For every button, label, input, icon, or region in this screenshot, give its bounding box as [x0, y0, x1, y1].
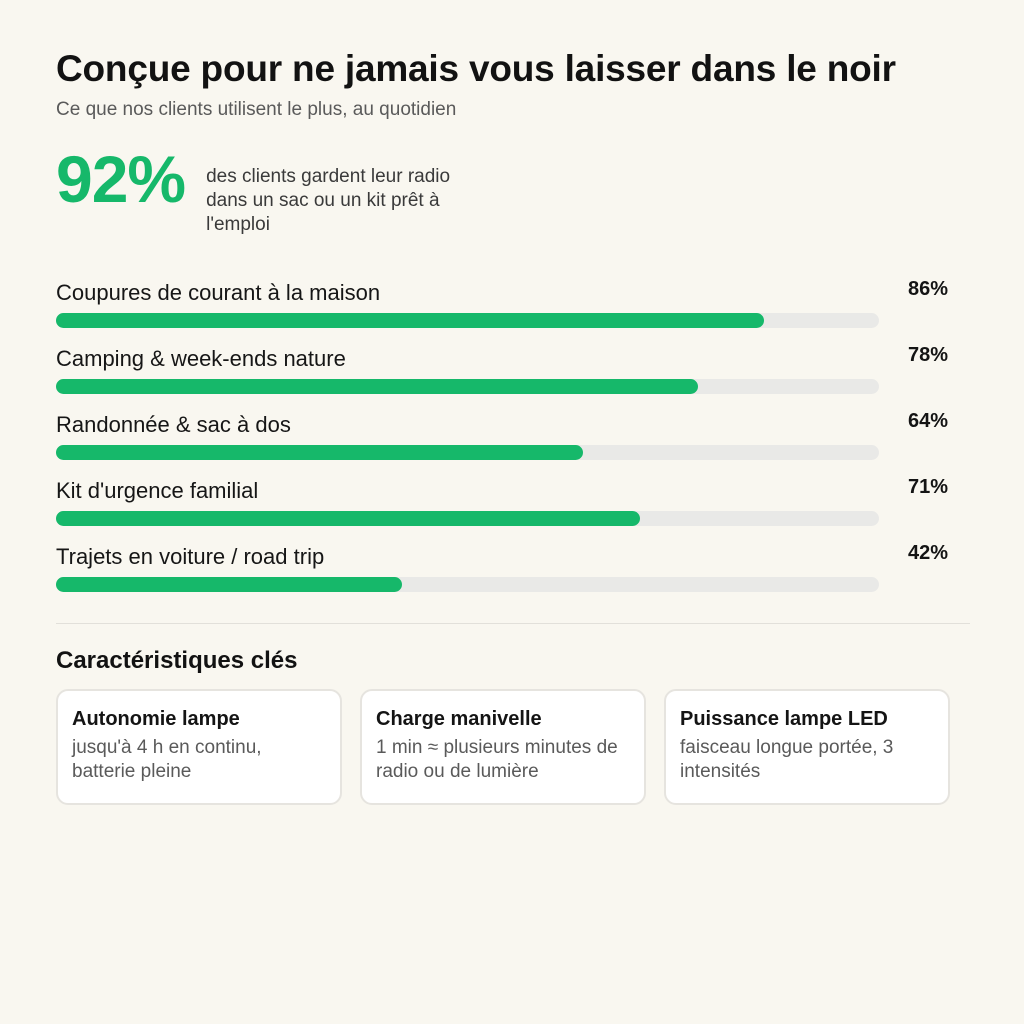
bar-track	[56, 379, 879, 394]
feature-card-text: faisceau longue portée, 3 intensités	[680, 737, 894, 782]
bar-row: Randonnée & sac à dos 64%	[56, 410, 970, 477]
bar-track	[56, 445, 879, 460]
bar	[56, 445, 583, 460]
feature-card-title: Puissance lampe LED	[680, 708, 888, 730]
page-subtitle: Ce que nos clients utilisent le plus, au…	[56, 99, 457, 120]
feature-card: Charge manivelle 1 min ≈ plusieurs minut…	[360, 689, 646, 805]
bar-category-label: Coupures de courant à la maison	[56, 280, 381, 305]
usage-bar-chart: Coupures de courant à la maison 86% Campin…	[56, 278, 970, 609]
feature-card-title: Charge manivelle	[376, 708, 542, 730]
headline-stat-block: 92% des clients gardent leur radio dans …	[56, 142, 970, 258]
bar-category-label: Randonnée & sac à dos	[56, 412, 291, 437]
features-section-title: Caractéristiques clés	[56, 647, 298, 674]
bar-row: Camping & week-ends nature 78%	[56, 344, 970, 411]
feature-card: Puissance lampe LED faisceau longue port…	[664, 689, 950, 805]
feature-card-text: jusqu'à 4 h en continu, batterie pleine	[72, 737, 262, 782]
bar-category-label: Camping & week-ends nature	[56, 346, 346, 371]
feature-card: Autonomie lampe jusqu'à 4 h en continu, …	[56, 689, 342, 805]
feature-card-title: Autonomie lampe	[72, 708, 240, 730]
bar-value-label: 71%	[908, 476, 949, 498]
bar-value-label: 78%	[908, 344, 949, 366]
bar-category-label: Kit d'urgence familial	[56, 478, 259, 503]
bar-row: Coupures de courant à la maison 86%	[56, 278, 970, 345]
bar	[56, 379, 698, 394]
page-title: Conçue pour ne jamais vous laisser dans …	[56, 48, 896, 89]
feature-cards: Autonomie lampe jusqu'à 4 h en continu, …	[56, 689, 970, 805]
bar-track	[56, 511, 879, 526]
bar-track	[56, 577, 879, 592]
bar-row: Trajets en voiture / road trip 42%	[56, 542, 970, 609]
headline-stat-value: 92%	[56, 142, 186, 216]
bar-category-label: Trajets en voiture / road trip	[56, 544, 325, 569]
bar	[56, 313, 764, 328]
bar-value-label: 86%	[908, 278, 949, 300]
headline-stat-description: des clients gardent leur radio dans un s…	[206, 166, 451, 235]
bar-value-label: 64%	[908, 410, 949, 432]
bar-row: Kit d'urgence familial 71%	[56, 476, 970, 543]
bar-value-label: 42%	[908, 542, 949, 564]
bar	[56, 511, 641, 526]
section-divider	[56, 623, 970, 624]
page: Conçue pour ne jamais vous laisser dans …	[56, 46, 970, 805]
bar	[56, 577, 402, 592]
feature-card-text: 1 min ≈ plusieurs minutes de radio ou de…	[376, 737, 618, 782]
bar-track	[56, 313, 879, 328]
